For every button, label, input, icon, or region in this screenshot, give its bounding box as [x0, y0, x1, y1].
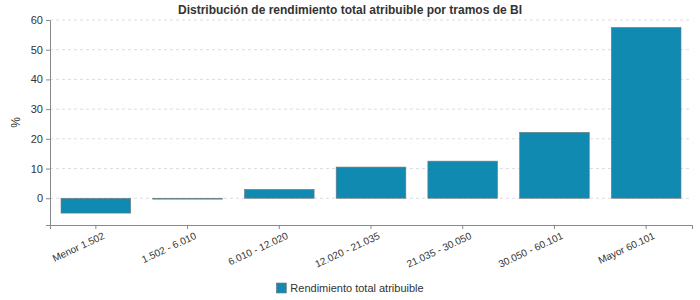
y-tick: 10 — [31, 163, 50, 175]
y-tick: 0 — [37, 192, 50, 204]
x-tick-label: 6.010 - 12.020 — [227, 230, 291, 267]
x-tick: 21.035 - 30.050 — [405, 225, 474, 270]
y-axis-title: % — [9, 117, 23, 128]
grid-line — [50, 109, 692, 110]
legend: Rendimiento total atribuible — [276, 282, 423, 294]
y-axis-line — [46, 21, 51, 226]
x-tick-label: Menor 1.502 — [51, 230, 107, 264]
x-tick: 12.020 - 21.035 — [313, 225, 382, 270]
bar — [428, 161, 498, 198]
bar — [244, 189, 314, 198]
x-tick-mark — [279, 225, 280, 229]
x-tick-mark — [462, 225, 463, 229]
y-tick-mark — [46, 169, 50, 170]
x-tick: 6.010 - 12.020 — [227, 225, 291, 267]
y-tick-mark — [46, 139, 50, 140]
grid-line — [50, 79, 692, 80]
legend-swatch — [276, 283, 286, 293]
bar — [61, 198, 131, 213]
grid-line — [50, 138, 692, 139]
x-tick-mark — [95, 225, 96, 229]
y-tick: 20 — [31, 133, 50, 145]
x-tick: 1.502 - 6.010 — [140, 225, 198, 265]
y-tick-label: 30 — [31, 103, 43, 115]
bar — [336, 167, 406, 198]
y-tick-mark — [46, 109, 50, 110]
title: Distribución de rendimiento total atribu… — [178, 3, 522, 17]
x-tick-mark — [187, 225, 188, 229]
y-tick-label: 10 — [31, 163, 43, 175]
chart: 0 10 20 30 40 50 60 Menor 1.502 1.502 - 6.010 6.0… — [0, 0, 700, 300]
x-tick-label: 1.502 - 6.010 — [140, 230, 198, 265]
y-tick-mark — [46, 79, 50, 80]
x-tick: Mayor 60.101 — [596, 225, 656, 266]
x-tick-label: 21.035 - 30.050 — [405, 230, 474, 270]
y-tick: 60 — [31, 14, 50, 26]
x-tick-mark — [371, 225, 372, 229]
x-tick-mark — [646, 225, 647, 229]
bar — [611, 27, 681, 198]
bar — [153, 198, 223, 200]
bars — [61, 27, 681, 213]
grid-line — [50, 49, 692, 50]
x-axis-line — [51, 226, 693, 230]
y-tick-label: 20 — [31, 133, 43, 145]
y-tick-label: 0 — [37, 192, 43, 204]
y-tick-mark — [46, 20, 50, 21]
x-tick: 30.050 - 60.101 — [497, 225, 566, 270]
y-tick-mark — [46, 198, 50, 199]
grid — [50, 20, 692, 198]
y-axis: 0 10 20 30 40 50 60 — [31, 14, 51, 225]
x-tick-label: 30.050 - 60.101 — [497, 230, 566, 270]
y-tick: 40 — [31, 73, 50, 85]
x-tick-label: 12.020 - 21.035 — [313, 230, 382, 270]
x-tick: Menor 1.502 — [51, 225, 107, 264]
y-tick: 50 — [31, 44, 50, 56]
x-axis: Menor 1.502 1.502 - 6.010 6.010 - 12.020 12… — [51, 225, 693, 270]
x-tick-mark — [554, 225, 555, 229]
y-tick-label: 60 — [31, 14, 43, 26]
y-tick-label: 40 — [31, 73, 43, 85]
bar — [520, 132, 590, 198]
x-tick-label: Mayor 60.101 — [596, 230, 656, 266]
grid-line — [50, 20, 692, 21]
y-tick-label: 50 — [31, 44, 43, 56]
y-tick: 30 — [31, 103, 50, 115]
legend-label: Rendimiento total atribuible — [290, 282, 423, 294]
y-tick-mark — [46, 50, 50, 51]
